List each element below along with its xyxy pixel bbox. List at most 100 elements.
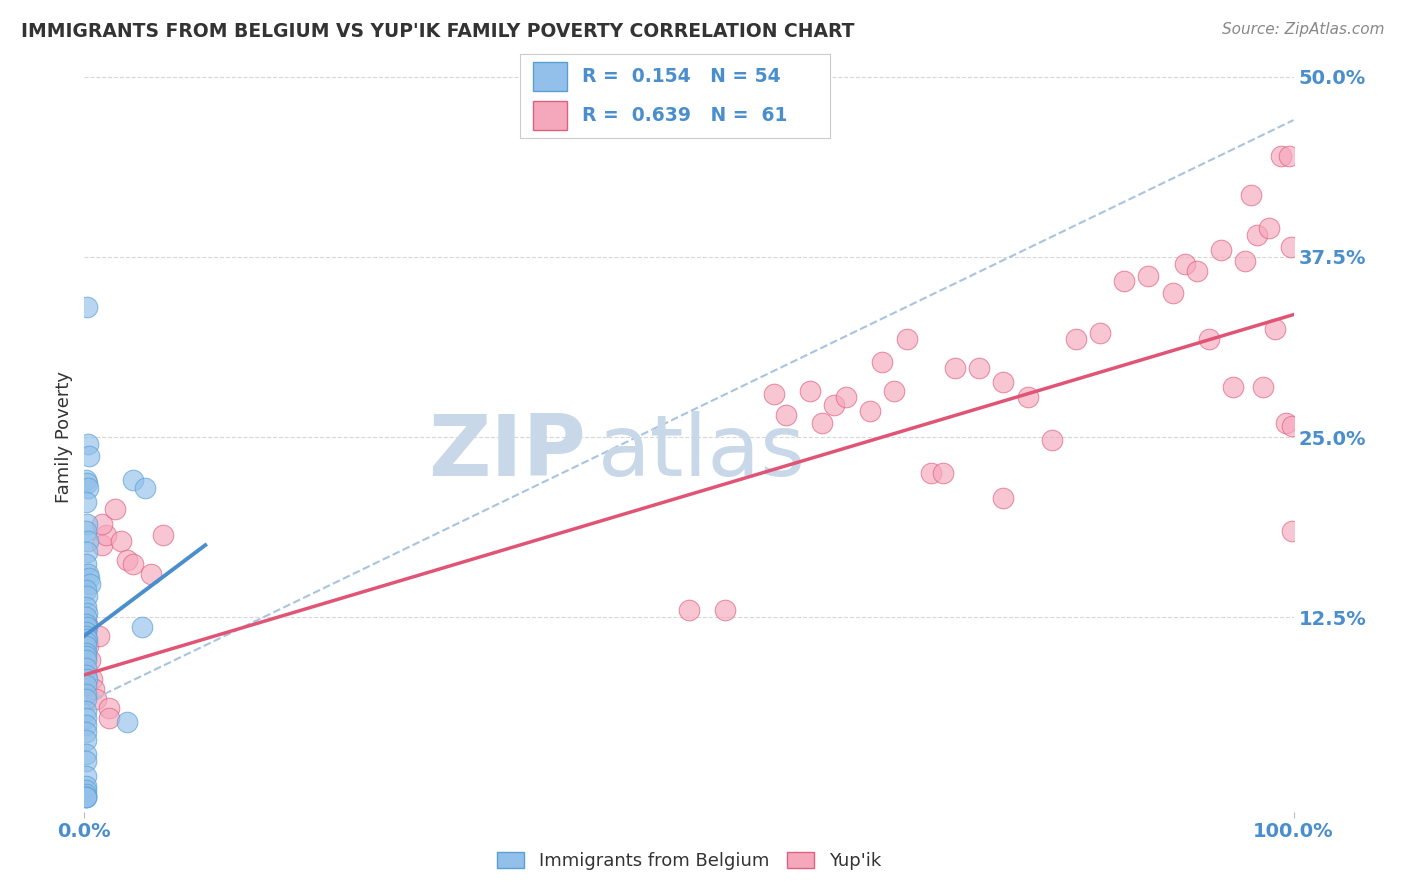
Point — [1258, 221, 1281, 235]
Point — [920, 466, 942, 480]
Point — [1281, 418, 1303, 433]
Point — [87, 629, 110, 643]
Point — [714, 603, 737, 617]
Point — [1234, 254, 1257, 268]
Point — [1209, 243, 1232, 257]
Point — [80, 672, 103, 686]
Point — [993, 491, 1015, 505]
Point — [1253, 379, 1275, 393]
Point — [1270, 149, 1292, 163]
Point — [110, 533, 132, 548]
Point — [75, 649, 97, 664]
Point — [115, 552, 138, 566]
Point — [75, 790, 97, 805]
Point — [75, 747, 97, 761]
Point — [75, 646, 97, 660]
Point — [97, 711, 120, 725]
Point — [1279, 240, 1302, 254]
Point — [1240, 188, 1263, 202]
Point — [1275, 416, 1298, 430]
Point — [75, 718, 97, 732]
Point — [139, 566, 162, 581]
Point — [75, 711, 97, 725]
Point — [1264, 322, 1286, 336]
Point — [75, 769, 97, 783]
Point — [883, 384, 905, 398]
Text: ZIP: ZIP — [429, 410, 586, 493]
Point — [799, 384, 821, 398]
Point — [76, 672, 98, 686]
Point — [94, 528, 117, 542]
Point — [1222, 379, 1244, 393]
Point — [75, 660, 97, 674]
Point — [75, 624, 97, 639]
Point — [77, 449, 100, 463]
Point — [79, 577, 101, 591]
Point — [75, 639, 97, 653]
Point — [76, 606, 98, 620]
Point — [152, 528, 174, 542]
Point — [75, 678, 97, 692]
Point — [1198, 332, 1220, 346]
Point — [75, 790, 97, 805]
Point — [75, 779, 97, 793]
Point — [75, 617, 97, 632]
Point — [75, 629, 97, 643]
Point — [75, 668, 97, 682]
Point — [943, 360, 966, 375]
Point — [775, 409, 797, 423]
Point — [1040, 433, 1063, 447]
Point — [121, 557, 143, 571]
Point — [76, 476, 98, 491]
Point — [77, 639, 100, 653]
Point — [75, 732, 97, 747]
Text: R =  0.639   N =  61: R = 0.639 N = 61 — [582, 106, 787, 125]
Point — [967, 360, 990, 375]
Point — [121, 473, 143, 487]
Point — [1278, 149, 1301, 163]
Point — [1161, 285, 1184, 300]
Point — [1185, 264, 1208, 278]
Point — [77, 566, 100, 581]
Text: R =  0.154   N = 54: R = 0.154 N = 54 — [582, 67, 780, 86]
Point — [77, 481, 100, 495]
Point — [75, 783, 97, 797]
Point — [993, 376, 1015, 390]
Point — [91, 538, 114, 552]
FancyBboxPatch shape — [533, 62, 567, 91]
Point — [1064, 332, 1087, 346]
Point — [76, 632, 98, 646]
Point — [75, 788, 97, 802]
Text: Source: ZipAtlas.com: Source: ZipAtlas.com — [1222, 22, 1385, 37]
Point — [75, 473, 97, 487]
Point — [76, 545, 98, 559]
Point — [823, 398, 845, 412]
Y-axis label: Family Poverty: Family Poverty — [55, 371, 73, 503]
Point — [75, 582, 97, 597]
Point — [859, 404, 882, 418]
Point — [75, 495, 97, 509]
Point — [1246, 228, 1268, 243]
Point — [835, 390, 858, 404]
Point — [134, 481, 156, 495]
Point — [872, 355, 894, 369]
Point — [76, 589, 98, 603]
Point — [811, 416, 834, 430]
Point — [75, 725, 97, 739]
Point — [75, 610, 97, 624]
Point — [131, 620, 153, 634]
Point — [896, 332, 918, 346]
Point — [1088, 326, 1111, 341]
Point — [75, 524, 97, 538]
Point — [75, 557, 97, 571]
Point — [76, 516, 98, 531]
Point — [75, 692, 97, 706]
Text: IMMIGRANTS FROM BELGIUM VS YUP'IK FAMILY POVERTY CORRELATION CHART: IMMIGRANTS FROM BELGIUM VS YUP'IK FAMILY… — [21, 22, 855, 41]
Point — [115, 715, 138, 730]
Point — [75, 754, 97, 768]
Point — [75, 634, 97, 648]
Point — [91, 516, 114, 531]
Point — [75, 653, 97, 667]
Point — [104, 502, 127, 516]
Point — [79, 653, 101, 667]
